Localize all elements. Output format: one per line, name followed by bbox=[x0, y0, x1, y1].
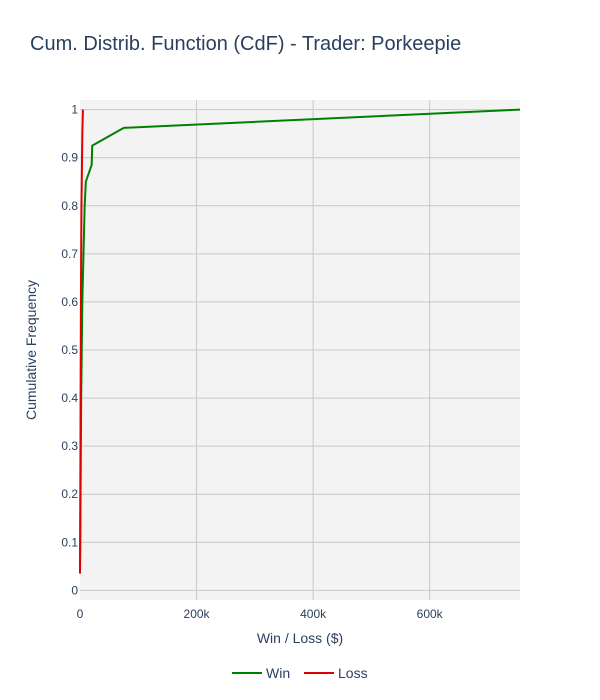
legend-label-loss: Loss bbox=[338, 665, 368, 681]
y-tick-label: 0.9 bbox=[61, 151, 78, 165]
y-tick-label: 0.5 bbox=[61, 343, 78, 357]
x-gridlines bbox=[196, 100, 431, 600]
x-tick-label: 600k bbox=[417, 607, 444, 621]
x-axis-title: Win / Loss ($) bbox=[257, 630, 343, 646]
legend-label-win: Win bbox=[266, 665, 290, 681]
y-tick-label: 1 bbox=[71, 103, 78, 117]
y-tick-label: 0.6 bbox=[61, 295, 78, 309]
chart-title: Cum. Distrib. Function (CdF) - Trader: P… bbox=[30, 33, 461, 55]
y-tick-label: 0.2 bbox=[61, 487, 78, 501]
x-tick-labels: 0 200k 400k 600k bbox=[77, 607, 444, 621]
x-tick-label: 0 bbox=[77, 607, 84, 621]
y-tick-label: 0.3 bbox=[61, 439, 78, 453]
y-tick-labels: 0 0.1 0.2 0.3 0.4 0.5 0.6 0.7 0.8 0.9 1 bbox=[61, 103, 78, 598]
legend: Win Loss bbox=[232, 665, 368, 681]
y-tick-label: 0.4 bbox=[61, 391, 78, 405]
y-tick-label: 0.7 bbox=[61, 247, 78, 261]
series-lines bbox=[79, 108, 521, 574]
y-axis-title: Cumulative Frequency bbox=[23, 280, 39, 420]
series-line-loss bbox=[79, 109, 84, 574]
y-gridlines bbox=[80, 109, 520, 591]
y-tick-label: 0.8 bbox=[61, 199, 78, 213]
y-tick-label: 0 bbox=[71, 583, 78, 597]
x-tick-label: 200k bbox=[184, 607, 211, 621]
x-tick-label: 400k bbox=[300, 607, 327, 621]
y-tick-label: 0.1 bbox=[61, 535, 78, 549]
